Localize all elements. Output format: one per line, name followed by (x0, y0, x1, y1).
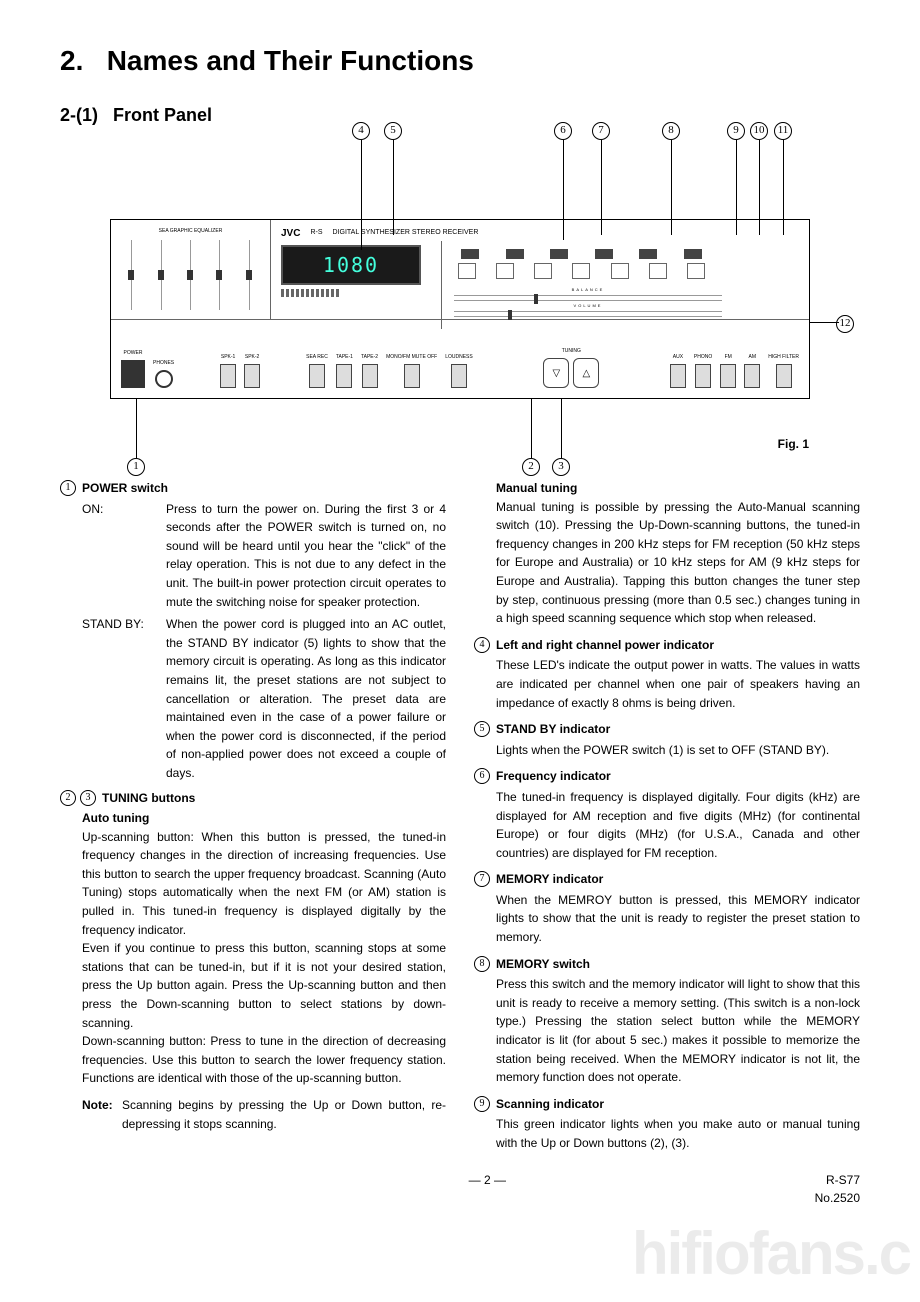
callout-7: 7 (592, 122, 610, 140)
item-body-7: When the MEMROY button is pressed, this … (496, 891, 860, 947)
left-column: 1 POWER switch ON: Press to turn the pow… (60, 479, 446, 1161)
callout-12: 12 (836, 315, 854, 333)
doc-id-1: R-S77 (815, 1171, 860, 1189)
callout-5: 5 (384, 122, 402, 140)
auto-tuning-heading: Auto tuning (82, 809, 446, 828)
item-title-9: Scanning indicator (496, 1095, 604, 1114)
figure-label: Fig. 1 (778, 435, 809, 453)
watermark: hifiofans.c (632, 1209, 910, 1299)
item-body-9: This green indicator lights when you mak… (496, 1115, 860, 1152)
chapter-name: Names and Their Functions (107, 45, 474, 76)
description-columns: 1 POWER switch ON: Press to turn the pow… (60, 479, 860, 1161)
item-title-4: Left and right channel power indicator (496, 636, 714, 655)
item-title-5: STAND BY indicator (496, 720, 610, 739)
eq-label: SEA GRAPHIC EQUALIZER (117, 228, 264, 236)
callout-11: 11 (774, 122, 792, 140)
balance-label: BALANCE (454, 287, 722, 293)
item-num-5: 5 (474, 721, 490, 737)
item-title-tuning: TUNING buttons (102, 789, 195, 808)
item-num-4: 4 (474, 637, 490, 653)
item-num-7: 7 (474, 871, 490, 887)
brand-logo: JVC (281, 226, 300, 241)
power-switch-graphic (121, 360, 145, 388)
doc-id-2: No.2520 (815, 1189, 860, 1207)
on-term: ON: (82, 500, 166, 612)
right-column: Manual tuning Manual tuning is possible … (474, 479, 860, 1161)
item-num-2: 2 (60, 790, 76, 806)
callout-9: 9 (727, 122, 745, 140)
note-desc: Scanning begins by pressing the Up or Do… (122, 1096, 446, 1133)
item-num-8: 8 (474, 956, 490, 972)
callout-2: 2 (522, 458, 540, 476)
page-footer: — 2 — R-S77 No.2520 (60, 1171, 860, 1207)
memory-buttons (448, 249, 715, 259)
callout-1: 1 (127, 458, 145, 476)
chapter-title: 2. Names and Their Functions (60, 40, 860, 82)
callout-3: 3 (552, 458, 570, 476)
item-num-9: 9 (474, 1096, 490, 1112)
auto-tuning-p1: Up-scanning button: When this button is … (82, 828, 446, 940)
item-title-7: MEMORY indicator (496, 870, 603, 889)
phones-jack-graphic (155, 370, 173, 388)
standby-term: STAND BY: (82, 615, 166, 782)
auto-tuning-p2: Even if you continue to press this butto… (82, 939, 446, 1032)
device-desc: DIGITAL SYNTHESIZER STEREO RECEIVER (333, 228, 479, 239)
preset-buttons (448, 263, 715, 279)
model-text: R-S (310, 228, 322, 239)
item-body-8: Press this switch and the memory indicat… (496, 975, 860, 1087)
figure-panel: SEA GRAPHIC EQUALIZER JVC R-S DIGITAL SY… (60, 219, 860, 399)
lcd-readout: 1080 (323, 250, 379, 280)
eq-sliders (117, 240, 264, 312)
item-body-5: Lights when the POWER switch (1) is set … (496, 741, 860, 760)
item-num-6: 6 (474, 768, 490, 784)
page-number: — 2 — (160, 1171, 815, 1207)
callout-8: 8 (662, 122, 680, 140)
section-name: Front Panel (113, 105, 212, 125)
callout-6: 6 (554, 122, 572, 140)
callout-10: 10 (750, 122, 768, 140)
item-num-1: 1 (60, 480, 76, 496)
item-body-6: The tuned-in frequency is displayed digi… (496, 788, 860, 862)
chapter-number: 2. (60, 45, 83, 76)
device-illustration: SEA GRAPHIC EQUALIZER JVC R-S DIGITAL SY… (110, 219, 810, 399)
note-term: Note: (82, 1096, 122, 1133)
item-title-power: POWER switch (82, 479, 168, 498)
on-desc: Press to turn the power on. During the f… (166, 500, 446, 612)
auto-tuning-p3: Down-scanning button: Press to tune in t… (82, 1032, 446, 1088)
manual-tuning-heading: Manual tuning (496, 479, 860, 498)
tune-up-graphic: △ (573, 358, 599, 388)
tune-down-graphic: ▽ (543, 358, 569, 388)
standby-desc: When the power cord is plugged into an A… (166, 615, 446, 782)
frequency-display: 1080 (281, 245, 421, 285)
section-number: 2-(1) (60, 105, 98, 125)
power-meter (281, 289, 421, 297)
item-body-4: These LED's indicate the output power in… (496, 656, 860, 712)
item-title-6: Frequency indicator (496, 767, 611, 786)
item-title-8: MEMORY switch (496, 955, 590, 974)
volume-label: VOLUME (454, 303, 722, 309)
item-num-3: 3 (80, 790, 96, 806)
manual-tuning-body: Manual tuning is possible by pressing th… (496, 498, 860, 628)
callout-4: 4 (352, 122, 370, 140)
